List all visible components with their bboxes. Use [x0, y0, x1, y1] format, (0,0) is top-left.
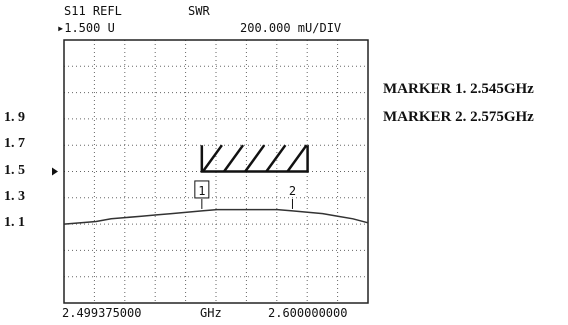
marker-label: 2	[289, 184, 296, 198]
spec-hatch-line	[224, 145, 243, 171]
spec-hatch-line	[266, 145, 285, 171]
spec-hatch-line	[287, 145, 306, 171]
spec-hatch-line	[203, 145, 222, 171]
marker-label: 1	[198, 184, 205, 198]
reference-arrow-icon	[52, 168, 58, 176]
spec-hatch-line	[245, 145, 264, 171]
